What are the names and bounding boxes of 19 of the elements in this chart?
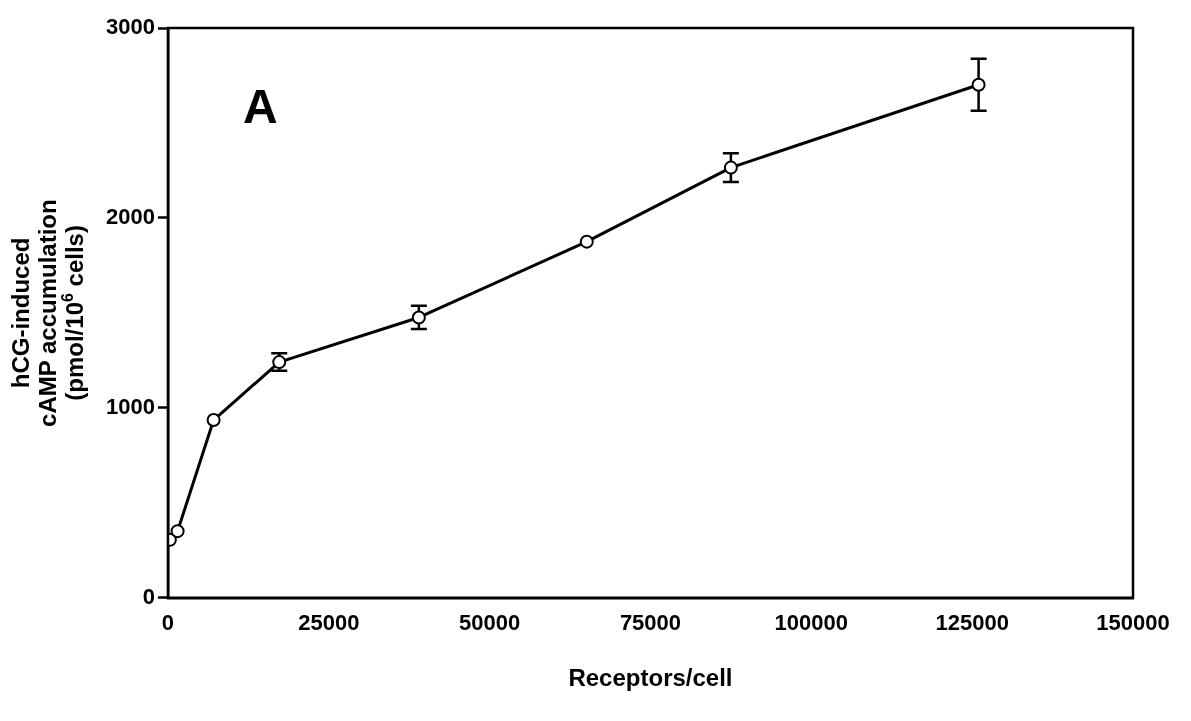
point [411,310,426,325]
point [723,160,738,175]
x-tick-label: 25000 [298,610,360,636]
x-tick-label: 150000 [1096,610,1170,636]
x-tick-label: 0 [161,610,175,636]
y-tick-label: 2000 [105,204,155,229]
y-tick-label: 1000 [105,393,155,419]
point [170,524,185,539]
x-tick-label: 75000 [619,610,682,636]
point [206,413,221,428]
annotation: A [242,80,278,133]
x-tick-label: 125000 [935,610,1009,636]
point [579,234,594,249]
x-tick-label: 50000 [459,610,521,636]
x-axis-title: Receptors/cell [568,664,733,692]
point [971,77,986,92]
y-tick-label: 0 [142,583,155,609]
x-tick-label: 100000 [774,610,849,636]
y-tick-label: 3000 [105,14,155,40]
